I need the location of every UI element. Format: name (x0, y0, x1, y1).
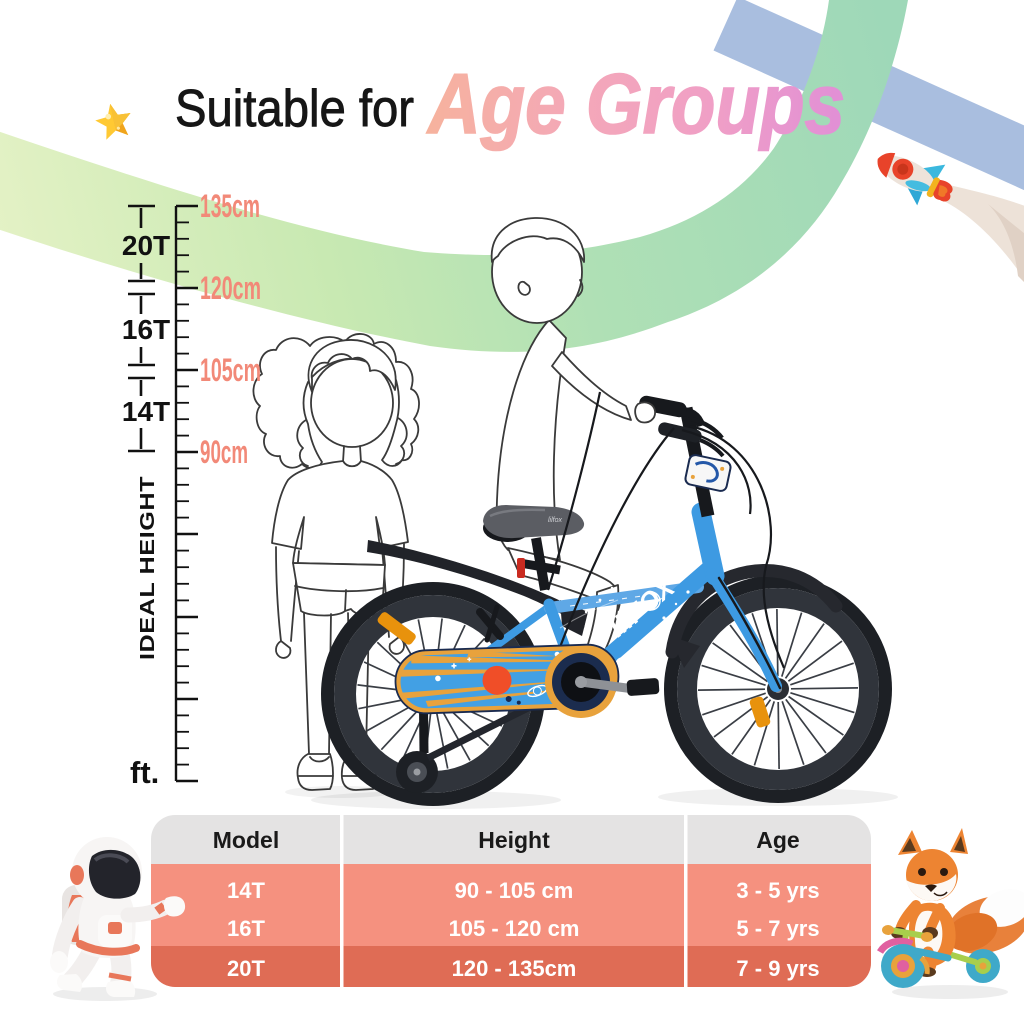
svg-text:20T: 20T (227, 956, 265, 981)
svg-text:105 - 120 cm: 105 - 120 cm (449, 916, 580, 941)
svg-text:IDEAL HEIGHT: IDEAL HEIGHT (135, 474, 158, 660)
svg-text:120cm: 120cm (200, 270, 261, 306)
svg-text:Age Groups: Age Groups (426, 57, 845, 152)
svg-text:90 - 105 cm: 90 - 105 cm (455, 878, 574, 903)
svg-text:105cm: 105cm (200, 352, 261, 388)
svg-text:ft.: ft. (130, 755, 159, 790)
svg-text:3 - 5 yrs: 3 - 5 yrs (736, 878, 819, 903)
svg-text:Suitable for: Suitable for (175, 80, 414, 138)
svg-text:20T: 20T (122, 230, 170, 261)
svg-text:90cm: 90cm (200, 434, 248, 470)
svg-text:14T: 14T (227, 878, 265, 903)
svg-text:16T: 16T (227, 916, 265, 941)
svg-text:Model: Model (213, 827, 279, 853)
svg-text:135cm: 135cm (200, 188, 260, 224)
svg-text:Age: Age (756, 827, 799, 853)
svg-text:120 - 135cm: 120 - 135cm (452, 956, 577, 981)
svg-text:5 - 7 yrs: 5 - 7 yrs (736, 916, 819, 941)
svg-text:Height: Height (478, 827, 550, 853)
svg-text:lilfox: lilfox (548, 517, 563, 524)
svg-text:7 - 9 yrs: 7 - 9 yrs (736, 956, 819, 981)
svg-text:14T: 14T (122, 396, 170, 427)
svg-text:16T: 16T (122, 314, 170, 345)
